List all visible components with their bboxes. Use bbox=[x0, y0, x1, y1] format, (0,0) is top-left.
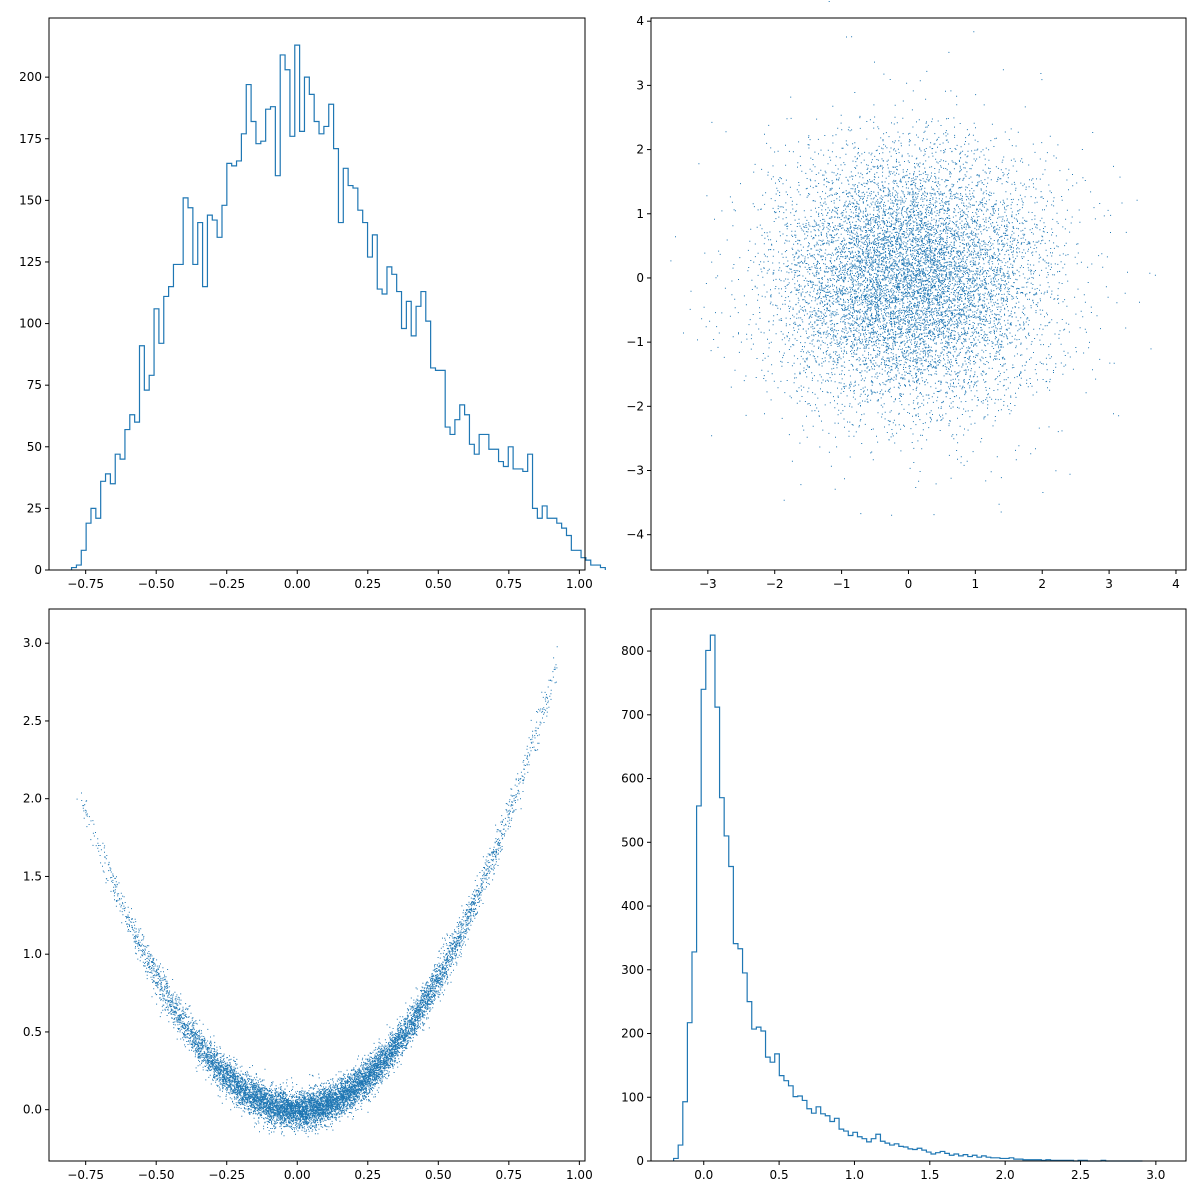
histogram-step-line bbox=[70, 44, 606, 570]
ticks-top-left: −0.75 −0.50 −0.25 0.00 0.25 0.50 0.75 1.00 0 25 50… bbox=[19, 70, 593, 591]
y-tick-label: 700 bbox=[621, 708, 644, 722]
scatter-top-right: −3 −2 −1 0 1 2 3 4 −4 −3 −2 −1 0 1 2 3 4 bbox=[626, 1, 1187, 591]
y-tick-label: 4 bbox=[636, 14, 644, 28]
y-tick-label: 1.0 bbox=[23, 947, 42, 961]
y-tick-label: 1 bbox=[636, 207, 644, 221]
axes-frame-bottom-left bbox=[48, 608, 586, 1162]
histogram-top-left: −0.75 −0.50 −0.25 0.00 0.25 0.50 0.75 1.00 0 25 50… bbox=[19, 17, 606, 591]
x-tick-label: 1.00 bbox=[566, 1168, 593, 1182]
y-tick-label: 0.0 bbox=[23, 1103, 42, 1117]
y-tick-label: 150 bbox=[19, 193, 42, 207]
ticks-bottom-right: 0.0 0.5 1.0 1.5 2.0 2.5 3.0 0 100 200 300 400 500 600… bbox=[621, 644, 1165, 1182]
y-tick-label: 3 bbox=[636, 78, 644, 92]
x-tick-label: 1 bbox=[972, 577, 980, 591]
y-tick-label: 50 bbox=[27, 440, 42, 454]
x-tick-label: 0.50 bbox=[425, 1168, 452, 1182]
x-tick-label: 1.00 bbox=[566, 577, 593, 591]
x-tick-label: 0.0 bbox=[694, 1168, 713, 1182]
x-tick-label: 2.0 bbox=[996, 1168, 1015, 1182]
x-tick-label: 0 bbox=[905, 577, 913, 591]
y-tick-label: 800 bbox=[621, 644, 644, 658]
histogram-step-line-bottom-right bbox=[673, 634, 1143, 1162]
y-tick-label: −1 bbox=[626, 335, 644, 349]
y-tick-label: 2 bbox=[636, 143, 644, 157]
x-tick-label: −0.25 bbox=[208, 1168, 245, 1182]
x-tick-label: 0.25 bbox=[354, 1168, 381, 1182]
histogram-step-line-top-left bbox=[70, 44, 606, 570]
y-tick-label: 175 bbox=[19, 132, 42, 146]
y-tick-label: 125 bbox=[19, 255, 42, 269]
y-tick-label: 300 bbox=[621, 963, 644, 977]
y-tick-label: 400 bbox=[621, 899, 644, 913]
axes-frame-top-right bbox=[650, 17, 1187, 571]
x-tick-label: −1 bbox=[833, 577, 851, 591]
y-tick-label: 500 bbox=[621, 835, 644, 849]
y-tick-label: 3.0 bbox=[23, 636, 42, 650]
x-tick-label: −0.25 bbox=[208, 577, 245, 591]
x-tick-label: 4 bbox=[1172, 577, 1180, 591]
x-tick-label: −0.75 bbox=[67, 577, 104, 591]
y-tick-label: 2.0 bbox=[23, 792, 42, 806]
histogram-step-line bbox=[673, 634, 1143, 1162]
histogram-bottom-right: 0.0 0.5 1.0 1.5 2.0 2.5 3.0 0 100 200 300 400 500 600… bbox=[621, 608, 1187, 1182]
x-tick-label: −0.75 bbox=[67, 1168, 104, 1182]
x-tick-label: 0.75 bbox=[495, 1168, 522, 1182]
x-tick-label: 0.00 bbox=[284, 1168, 311, 1182]
x-tick-label: −0.50 bbox=[138, 1168, 175, 1182]
x-tick-label: 2 bbox=[1038, 577, 1046, 591]
x-tick-label: 0.5 bbox=[770, 1168, 789, 1182]
y-tick-label: 2.5 bbox=[23, 714, 42, 728]
x-tick-label: 0.50 bbox=[425, 577, 452, 591]
y-tick-label: −4 bbox=[626, 528, 644, 542]
y-tick-label: −2 bbox=[626, 399, 644, 413]
x-tick-label: 0.25 bbox=[354, 577, 381, 591]
axes-frame-top-left bbox=[48, 17, 586, 571]
y-tick-label: 100 bbox=[19, 317, 42, 331]
y-tick-label: 0 bbox=[636, 271, 644, 285]
x-tick-label: 1.5 bbox=[920, 1168, 939, 1182]
x-tick-label: 3 bbox=[1105, 577, 1113, 591]
x-tick-label: 0.00 bbox=[284, 577, 311, 591]
x-tick-label: 3.0 bbox=[1146, 1168, 1165, 1182]
y-tick-label: 0.5 bbox=[23, 1025, 42, 1039]
y-tick-label: 200 bbox=[19, 70, 42, 84]
y-tick-label: 1.5 bbox=[23, 869, 42, 883]
y-tick-label: 600 bbox=[621, 772, 644, 786]
x-tick-label: −2 bbox=[766, 577, 784, 591]
y-tick-label: −3 bbox=[626, 464, 644, 478]
ticks-bottom-left: −0.75 −0.50 −0.25 0.00 0.25 0.50 0.75 1.00 0.0 0.… bbox=[23, 636, 593, 1182]
y-tick-label: 25 bbox=[27, 501, 42, 515]
x-tick-label: 0.75 bbox=[495, 577, 522, 591]
x-tick-label: −0.50 bbox=[138, 577, 175, 591]
axes-frame-bottom-right bbox=[650, 608, 1187, 1162]
scatter-bottom-left: −0.75 −0.50 −0.25 0.00 0.25 0.50 0.75 1.00 0.0 0.… bbox=[23, 608, 593, 1182]
x-tick-label: −3 bbox=[699, 577, 717, 591]
y-tick-label: 100 bbox=[621, 1090, 644, 1104]
x-tick-label: 2.5 bbox=[1071, 1168, 1090, 1182]
y-tick-label: 0 bbox=[636, 1154, 644, 1168]
y-tick-label: 0 bbox=[34, 563, 42, 577]
y-tick-label: 200 bbox=[621, 1027, 644, 1041]
x-tick-label: 1.0 bbox=[845, 1168, 864, 1182]
ticks-top-right: −3 −2 −1 0 1 2 3 4 −4 −3 −2 −1 0 1 2 3 4 bbox=[626, 14, 1179, 591]
y-tick-label: 75 bbox=[27, 378, 42, 392]
